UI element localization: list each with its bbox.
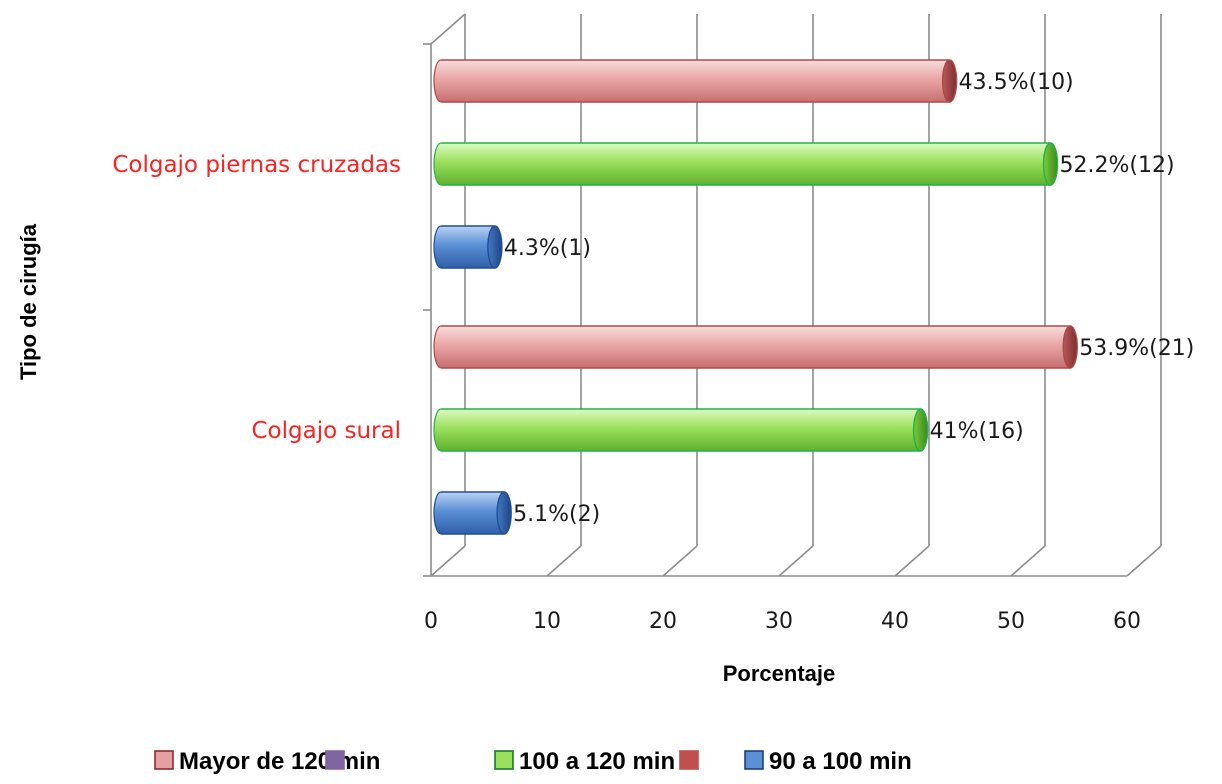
bar-end-cap <box>487 225 503 269</box>
legend-label: 100 a 120 min <box>519 748 675 775</box>
legend: Mayor de 120 min 100 a 120 min 90 a 100 mi… <box>154 748 912 775</box>
category-label: Colgajo sural <box>252 418 402 444</box>
x-axis-title: Porcentaje <box>723 661 836 686</box>
x-tick-label: 20 <box>649 609 677 634</box>
bar-red <box>433 59 958 103</box>
data-label: 43.5%(10) <box>959 70 1074 95</box>
legend-swatch <box>679 750 699 770</box>
x-tick-label: 30 <box>765 609 793 634</box>
bar-body <box>441 409 921 451</box>
bars-layer <box>433 59 1078 535</box>
bar-blue <box>433 491 512 535</box>
bar-body <box>441 492 505 534</box>
bar-end-cap <box>1042 142 1059 186</box>
floor-gridline-40 <box>894 545 930 577</box>
y-axis-title: Tipo de cirugía <box>16 223 41 380</box>
floor-gridline-60 <box>1126 545 1162 577</box>
x-tick-label: 10 <box>533 609 561 634</box>
bar-end-cap <box>941 59 958 103</box>
x-tick-label: 50 <box>997 609 1025 634</box>
floor-gridline-0 <box>430 545 466 577</box>
legend-swatch <box>325 750 345 770</box>
wall-top-edge <box>430 13 466 45</box>
floor-gridline-10 <box>546 545 582 577</box>
data-label: 5.1%(2) <box>513 502 600 527</box>
x-tick-label: 60 <box>1113 609 1141 634</box>
bar-green <box>433 142 1059 186</box>
bar-body <box>441 326 1071 368</box>
legend-label: 90 a 100 min <box>769 748 912 775</box>
x-tick-label: 0 <box>424 609 438 634</box>
x-tick-label: 40 <box>881 609 909 634</box>
bar-green <box>433 408 929 452</box>
legend-swatch <box>494 750 514 770</box>
data-label: 4.3%(1) <box>504 236 591 261</box>
data-label: 53.9%(21) <box>1079 336 1194 361</box>
bar-body <box>441 60 950 102</box>
floor-gridline-50 <box>1010 545 1046 577</box>
labels-layer: 0 10 20 30 40 50 60 43.5%(10) 52.2%(12) 4.3%(1) Co… <box>112 70 1194 634</box>
category-label: Colgajo piernas cruzadas <box>112 152 401 178</box>
floor-gridline-20 <box>662 545 698 577</box>
floor-gridline-30 <box>778 545 814 577</box>
legend-label: Mayor de 120 min <box>179 748 380 775</box>
legend-swatch <box>744 750 764 770</box>
bar-blue <box>433 225 503 269</box>
bar-red <box>433 325 1078 369</box>
axis-layer <box>423 13 1127 577</box>
bar-end-cap <box>496 491 512 535</box>
bar-body <box>441 226 495 268</box>
bar-end-cap <box>1062 325 1078 369</box>
bar-end-cap <box>912 408 929 452</box>
data-label: 41%(16) <box>930 419 1024 444</box>
bar-body <box>441 143 1051 185</box>
data-label: 52.2%(12) <box>1060 153 1175 178</box>
legend-swatch <box>154 750 174 770</box>
